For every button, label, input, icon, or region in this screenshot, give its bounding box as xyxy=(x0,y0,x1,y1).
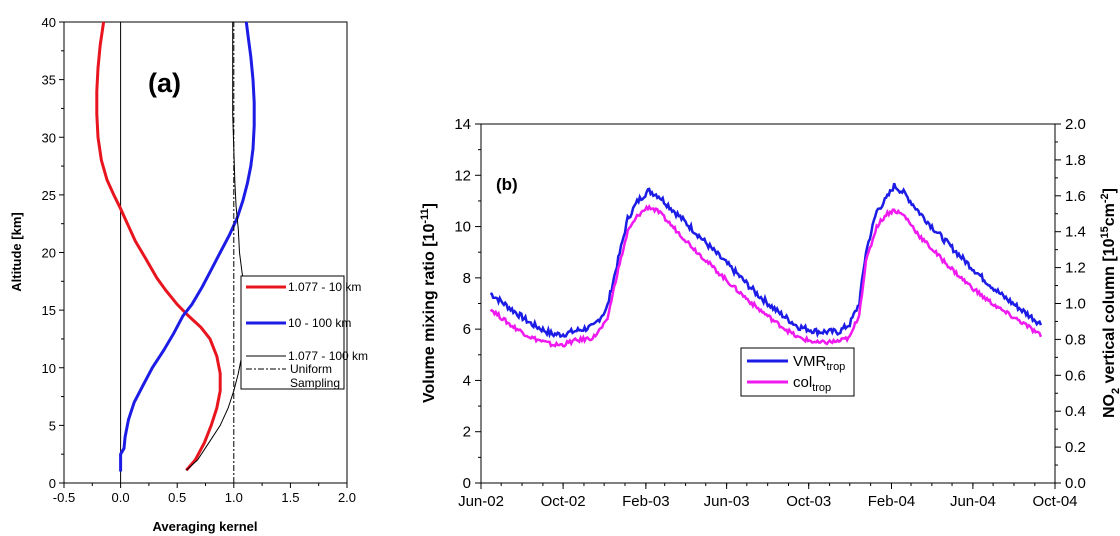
a-y-tick-label: 10 xyxy=(42,361,56,376)
b-y2-tick-label: 0.0 xyxy=(1065,475,1086,492)
a-y-tick-label: 35 xyxy=(42,73,56,88)
a-series-line-2 xyxy=(119,21,256,472)
b-y-tick-label: 6 xyxy=(463,321,471,338)
b-x-tick-label: Oct-04 xyxy=(1032,493,1077,510)
b-y2-tick-label: 2.0 xyxy=(1065,116,1086,133)
b-y2-tick-label: 0.2 xyxy=(1065,439,1086,456)
panel-a-series xyxy=(95,21,256,483)
a-series-line-1 xyxy=(95,21,222,472)
a-x-tick-label: 0.5 xyxy=(168,490,186,505)
b-y-tick-label: 14 xyxy=(454,116,471,133)
b-y-tick-label: 10 xyxy=(454,219,471,236)
a-series-line-3 xyxy=(185,22,246,471)
b-y-tick-label: 4 xyxy=(463,372,471,389)
panel-a: -0.5 0.0 0.5 1.0 1.5 2.0 0 5 10 15 20 25 30 35 40 (a)… xyxy=(9,15,368,534)
panel-b-x-ticks: Jun-02 Oct-02 Feb-03 Jun-03 Oct-03 Feb-04 Jun-… xyxy=(458,483,1078,510)
panel-b-y-ticks: 0 2 4 6 8 10 12 14 xyxy=(454,116,481,492)
panel-a-plot-frame xyxy=(63,21,348,484)
b-y2-tick-label: 1.0 xyxy=(1065,296,1086,313)
b-x-tick-label: Jun-04 xyxy=(950,493,996,510)
panel-b-legend-box xyxy=(740,347,855,397)
a-x-tick-label: -0.5 xyxy=(53,490,75,505)
b-y-tick-label: 0 xyxy=(463,475,471,492)
panel-a-x-ticks: -0.5 0.0 0.5 1.0 1.5 2.0 xyxy=(53,483,356,505)
panel-b-legend: VMRtrop coltrop xyxy=(740,347,855,397)
a-y-tick-label: 20 xyxy=(42,246,56,261)
a-x-tick-label: 0.0 xyxy=(112,490,130,505)
b-y2-tick-label: 1.4 xyxy=(1065,224,1086,241)
a-y-tick-label: 40 xyxy=(42,15,56,30)
a-y-tick-label: 15 xyxy=(42,303,56,318)
panel-b-y2-ticks: 0.0 0.2 0.4 0.6 0.8 1.0 1.2 1.4 1.6 1.8 2.0 xyxy=(1055,116,1086,492)
b-y2-tick-label: 0.4 xyxy=(1065,403,1086,420)
b-x-tick-label: Feb-03 xyxy=(622,493,670,510)
legend-b-label-col: coltrop xyxy=(793,374,831,394)
a-x-tick-label: 1.0 xyxy=(225,490,243,505)
b-series-line-1 xyxy=(489,182,1043,339)
b-x-tick-label: Oct-03 xyxy=(786,493,831,510)
b-y-tick-label: 8 xyxy=(463,270,471,287)
b-x-tick-label: Jun-02 xyxy=(458,493,504,510)
b-y2-tick-label: 1.6 xyxy=(1065,188,1086,205)
a-x-tick-label: 2.0 xyxy=(338,490,356,505)
b-y2-tick-label: 1.2 xyxy=(1065,260,1086,277)
panel-a-y-ticks: 0 5 10 15 20 25 30 35 40 xyxy=(42,15,64,491)
panel-b-y-axis-title: Volume mixing ratio [10-11] xyxy=(419,203,438,403)
panel-a-label: (a) xyxy=(148,68,181,98)
a-y-tick-label: 0 xyxy=(49,476,56,491)
b-y2-tick-label: 0.6 xyxy=(1065,367,1086,384)
b-series-line-2 xyxy=(489,204,1043,348)
b-y-tick-label: 2 xyxy=(463,424,471,441)
legend-b-label-vmr: VMRtrop xyxy=(793,353,845,373)
panel-a-x-axis-title: Averaging kernel xyxy=(152,519,257,534)
panel-a-legend-box xyxy=(240,275,345,390)
a-y-tick-label: 5 xyxy=(49,418,56,433)
a-y-tick-label: 30 xyxy=(42,130,56,145)
panel-b-y2-axis-title: NO2 vertical column [1015cm-2] xyxy=(1099,188,1120,418)
b-x-tick-label: Feb-04 xyxy=(868,493,916,510)
a-y-tick-label: 25 xyxy=(42,188,56,203)
panel-a-legend: 1.077 - 10 km 10 - 100 km 1.077 - 100 km… xyxy=(240,275,368,390)
panel-a-y-axis-title: Altitude [km] xyxy=(9,212,24,291)
panel-b-series xyxy=(489,182,1043,348)
a-x-tick-label: 1.5 xyxy=(281,490,299,505)
b-x-tick-label: Jun-03 xyxy=(704,493,750,510)
panel-b: Jun-02 Oct-02 Feb-03 Jun-03 Oct-03 Feb-04 Jun-… xyxy=(419,116,1120,510)
b-x-tick-label: Oct-02 xyxy=(541,493,586,510)
legend-label-2: 10 - 100 km xyxy=(288,316,351,330)
panel-b-label: (b) xyxy=(496,175,518,194)
legend-label-4: Uniform Sampling xyxy=(290,362,340,390)
legend-label-3: 1.077 - 100 km xyxy=(288,349,368,363)
legend-label-1: 1.077 - 10 km xyxy=(288,280,361,294)
b-y2-tick-label: 1.8 xyxy=(1065,152,1086,169)
b-y2-tick-label: 0.8 xyxy=(1065,331,1086,348)
b-y-tick-label: 12 xyxy=(454,167,471,184)
